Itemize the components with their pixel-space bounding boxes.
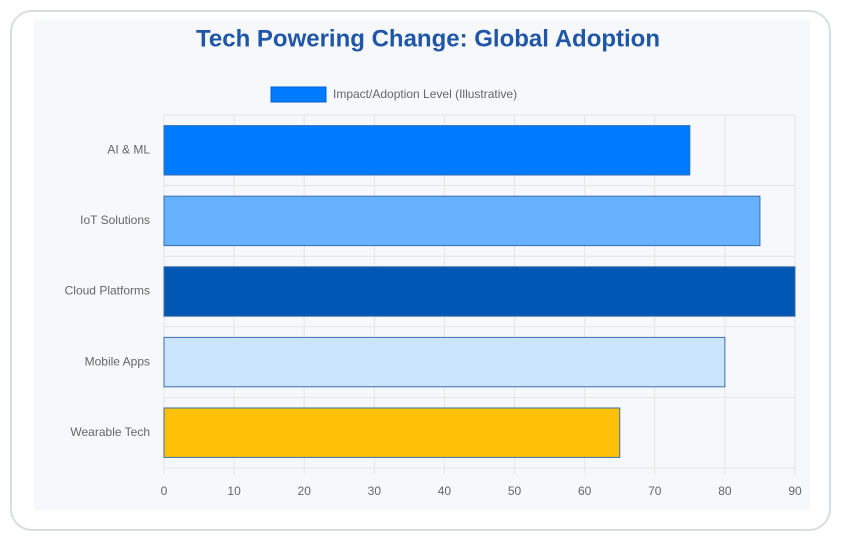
bar: [163, 195, 761, 247]
legend-swatch: [270, 86, 327, 103]
x-tick-label: 0: [161, 484, 168, 498]
x-tick-label: 10: [227, 484, 241, 498]
bar: [163, 407, 621, 458]
x-tick-label: 80: [718, 484, 732, 498]
legend-label: Impact/Adoption Level (Illustrative): [333, 87, 517, 101]
x-tick-label: 60: [578, 484, 592, 498]
bar: [163, 266, 796, 317]
chart-title: Tech Powering Change: Global Adoption: [196, 25, 660, 52]
y-tick-label: AI & ML: [107, 142, 150, 156]
bar: [163, 125, 691, 176]
x-tick-label: 90: [788, 484, 802, 498]
x-tick-label: 30: [368, 484, 382, 498]
x-tick-label: 20: [298, 484, 312, 498]
x-tick-label: 70: [648, 484, 662, 498]
y-tick-label: IoT Solutions: [80, 213, 150, 227]
x-tick-label: 40: [438, 484, 452, 498]
y-tick-label: Cloud Platforms: [65, 284, 150, 298]
y-tick-label: Wearable Tech: [70, 425, 150, 439]
x-tick-label: 50: [508, 484, 522, 498]
y-tick-label: Mobile Apps: [85, 354, 150, 368]
bar: [163, 336, 726, 388]
